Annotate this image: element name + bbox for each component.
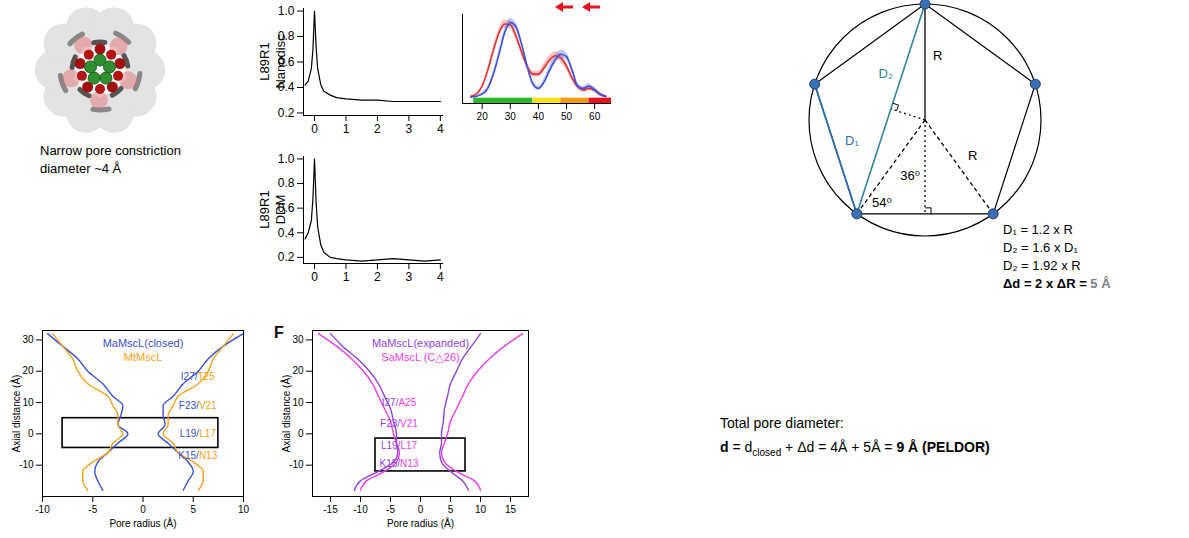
svg-text:0.4: 0.4 — [278, 80, 295, 94]
svg-text:K15/N13: K15/N13 — [380, 458, 419, 469]
svg-text:Narrow pore constriction: Narrow pore constriction — [40, 143, 181, 158]
svg-text:L89R1: L89R1 — [257, 42, 272, 80]
svg-text:Total pore diameter:: Total pore diameter: — [720, 415, 844, 431]
svg-text:30: 30 — [505, 111, 517, 122]
svg-text:20: 20 — [292, 365, 304, 376]
svg-text:Axial distance (Å): Axial distance (Å) — [280, 375, 292, 453]
svg-text:3: 3 — [406, 122, 413, 136]
svg-text:SaMscL (C△26): SaMscL (C△26) — [381, 351, 459, 363]
svg-text:Axial distance (Å): Axial distance (Å) — [10, 375, 22, 453]
svg-text:F23/V21: F23/V21 — [179, 400, 217, 411]
svg-text:D₂: D₂ — [879, 66, 893, 81]
svg-text:4: 4 — [437, 122, 444, 136]
svg-text:0.6: 0.6 — [278, 55, 295, 69]
svg-text:0: 0 — [28, 428, 34, 439]
svg-text:Pore radius (Å): Pore radius (Å) — [109, 517, 176, 529]
svg-text:F: F — [274, 324, 284, 341]
svg-text:0: 0 — [140, 504, 146, 515]
svg-text:0: 0 — [311, 122, 318, 136]
svg-text:40: 40 — [533, 111, 545, 122]
svg-text:L19/L17: L19/L17 — [180, 428, 217, 439]
svg-text:30: 30 — [22, 334, 34, 345]
svg-text:1.0: 1.0 — [278, 4, 295, 18]
svg-text:20: 20 — [22, 365, 34, 376]
svg-text:D₁ = 1.2 x R: D₁ = 1.2 x R — [1003, 222, 1073, 237]
svg-text:MaMscL(expanded): MaMscL(expanded) — [372, 337, 469, 349]
svg-text:-10: -10 — [289, 459, 304, 470]
svg-text:D₂ = 1.6 x D₁: D₂ = 1.6 x D₁ — [1003, 240, 1078, 255]
svg-text:0: 0 — [311, 270, 318, 284]
svg-text:-10: -10 — [19, 459, 34, 470]
svg-text:-5: -5 — [88, 504, 97, 515]
svg-text:54⁰: 54⁰ — [872, 195, 892, 210]
svg-text:DDM: DDM — [273, 195, 288, 225]
svg-text:-10: -10 — [35, 504, 50, 515]
svg-text:L19/L17: L19/L17 — [381, 440, 418, 451]
svg-text:3: 3 — [406, 270, 413, 284]
svg-text:5: 5 — [448, 504, 454, 515]
svg-text:F23/V21: F23/V21 — [380, 418, 418, 429]
svg-text:2: 2 — [374, 122, 381, 136]
svg-text:D₁: D₁ — [845, 133, 859, 148]
svg-text:0.2: 0.2 — [278, 250, 295, 264]
svg-text:-10: -10 — [353, 504, 368, 515]
svg-text:Pore radius (Å): Pore radius (Å) — [387, 517, 454, 529]
svg-text:MaMscL(closed): MaMscL(closed) — [103, 337, 184, 349]
svg-text:36⁰: 36⁰ — [900, 168, 920, 183]
svg-text:60: 60 — [589, 111, 601, 122]
svg-text:0.2: 0.2 — [278, 106, 295, 120]
svg-text:50: 50 — [561, 111, 573, 122]
svg-text:-15: -15 — [323, 504, 338, 515]
svg-text:R: R — [968, 148, 977, 163]
svg-text:15: 15 — [505, 504, 517, 515]
svg-text:1.0: 1.0 — [278, 152, 295, 166]
svg-text:L89R1: L89R1 — [257, 190, 272, 228]
svg-text:0.8: 0.8 — [278, 176, 295, 190]
svg-text:0.8: 0.8 — [278, 29, 295, 43]
svg-text:-5: -5 — [386, 504, 395, 515]
svg-text:I27/T25: I27/T25 — [181, 371, 215, 382]
svg-text:10: 10 — [475, 504, 487, 515]
svg-text:diameter ~4 Å: diameter ~4 Å — [40, 161, 122, 176]
svg-text:D₂ = 1.92 x R: D₂ = 1.92 x R — [1003, 258, 1081, 273]
svg-text:2: 2 — [374, 270, 381, 284]
svg-text:0.4: 0.4 — [278, 226, 295, 240]
svg-text:R: R — [933, 48, 942, 63]
svg-text:0: 0 — [418, 504, 424, 515]
svg-text:1: 1 — [343, 122, 350, 136]
svg-text:10: 10 — [22, 397, 34, 408]
svg-text:0: 0 — [298, 428, 304, 439]
svg-text:5: 5 — [190, 504, 196, 515]
svg-text:MtMscL: MtMscL — [124, 351, 163, 363]
svg-text:1: 1 — [343, 270, 350, 284]
svg-text:K15/N13: K15/N13 — [178, 450, 217, 461]
svg-text:10: 10 — [238, 504, 250, 515]
svg-text:10: 10 — [292, 397, 304, 408]
svg-text:4: 4 — [437, 270, 444, 284]
svg-text:20: 20 — [477, 111, 489, 122]
svg-text:Nanodisc: Nanodisc — [273, 34, 288, 89]
svg-text:d = dclosed + Δd = 4Å + 5Å = 9: d = dclosed + Δd = 4Å + 5Å = 9 Å (PELDOR… — [720, 439, 990, 458]
svg-text:0.6: 0.6 — [278, 201, 295, 215]
svg-text:Δd = 2 x ΔR = 5 Å: Δd = 2 x ΔR = 5 Å — [1003, 276, 1111, 291]
svg-text:I27/A25: I27/A25 — [382, 397, 417, 408]
svg-text:30: 30 — [292, 334, 304, 345]
